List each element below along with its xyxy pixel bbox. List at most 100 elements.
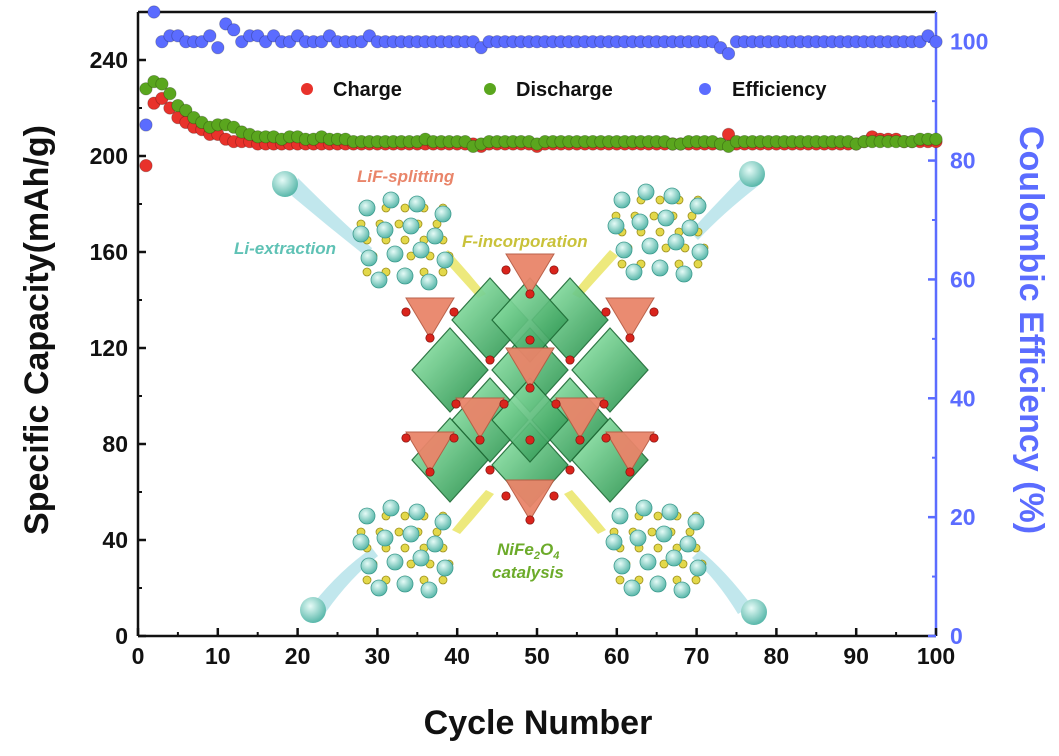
li-atom bbox=[611, 507, 629, 525]
li-atom bbox=[420, 581, 438, 599]
li-atom bbox=[360, 249, 378, 267]
f-atom bbox=[655, 195, 665, 205]
li-atom bbox=[689, 559, 707, 577]
data-points bbox=[139, 5, 943, 173]
oxygen-atom bbox=[525, 435, 535, 445]
li-atom bbox=[673, 581, 691, 599]
f-atom bbox=[661, 243, 671, 253]
y2-tick-label: 60 bbox=[950, 266, 976, 292]
structure-illustration bbox=[272, 161, 767, 625]
series-efficiency bbox=[139, 5, 943, 132]
oxygen-atom bbox=[449, 433, 459, 443]
tetrahedron bbox=[605, 431, 655, 473]
oxygen-atom bbox=[401, 433, 411, 443]
li-atom bbox=[436, 251, 454, 269]
point-efficiency bbox=[929, 35, 943, 49]
oxygen-atom bbox=[525, 383, 535, 393]
li-atom bbox=[637, 183, 655, 201]
oxygen-atom bbox=[425, 467, 435, 477]
y-tick-label: 240 bbox=[90, 47, 128, 73]
li-atom bbox=[657, 209, 675, 227]
li-atom bbox=[382, 191, 400, 209]
li-atom bbox=[629, 529, 647, 547]
li-atom bbox=[436, 559, 454, 577]
point-efficiency bbox=[211, 41, 225, 55]
x-tick-label: 0 bbox=[132, 643, 145, 669]
y-tick-label: 160 bbox=[90, 239, 128, 265]
li-trail-top-right bbox=[690, 174, 758, 240]
oxygen-atom bbox=[475, 435, 485, 445]
point-efficiency bbox=[147, 5, 161, 19]
legend-label-discharge: Discharge bbox=[516, 79, 613, 101]
y2-tick-label: 20 bbox=[950, 504, 976, 530]
point-discharge bbox=[155, 77, 169, 91]
label-li-extraction: Li-extraction bbox=[234, 239, 336, 258]
li-ion-top-right bbox=[739, 161, 765, 187]
point-efficiency bbox=[203, 29, 217, 43]
li-atom bbox=[370, 271, 388, 289]
f-atom bbox=[653, 543, 663, 553]
f-atom bbox=[649, 211, 659, 221]
arrow-top-right bbox=[572, 250, 618, 298]
li-atom bbox=[655, 525, 673, 543]
y2-tick-label: 100 bbox=[950, 29, 988, 55]
li-atom bbox=[661, 503, 679, 521]
li-atom bbox=[679, 535, 697, 553]
li-trail-top-left bbox=[292, 178, 372, 258]
oxygen-atom bbox=[449, 307, 459, 317]
li-atom bbox=[605, 533, 623, 551]
li-atom bbox=[651, 259, 669, 277]
x-tick-label: 20 bbox=[285, 643, 311, 669]
li-atom bbox=[635, 499, 653, 517]
li-atom bbox=[402, 525, 420, 543]
li-atom bbox=[370, 579, 388, 597]
li-atom bbox=[360, 557, 378, 575]
f-atom bbox=[400, 511, 410, 521]
catalyst-formula-sub1: 2 bbox=[533, 550, 540, 562]
point-discharge bbox=[179, 103, 193, 118]
f-atom bbox=[406, 251, 416, 261]
series-discharge bbox=[139, 75, 943, 153]
li-atom bbox=[434, 513, 452, 531]
oxygen-atom bbox=[525, 335, 535, 345]
legend-marker-charge bbox=[301, 83, 313, 95]
catalyst-formula-base: NiFe bbox=[497, 540, 534, 559]
point-discharge bbox=[929, 132, 943, 146]
f-atom bbox=[659, 559, 669, 569]
li-atom bbox=[663, 187, 681, 205]
oxygen-atom bbox=[425, 333, 435, 343]
y-tick-label: 200 bbox=[90, 143, 128, 169]
oxygen-atom bbox=[549, 491, 559, 501]
li-atom bbox=[434, 205, 452, 223]
li-atom bbox=[408, 503, 426, 521]
oxygen-atom bbox=[625, 467, 635, 477]
li-atom bbox=[386, 553, 404, 571]
x-tick-label: 50 bbox=[524, 643, 550, 669]
cluster-top-right bbox=[607, 183, 709, 283]
point-efficiency bbox=[139, 118, 153, 132]
y2-tick-label: 80 bbox=[950, 148, 976, 174]
li-ion-bottom-left bbox=[300, 597, 326, 623]
tetrahedron bbox=[455, 397, 505, 439]
f-atom bbox=[653, 511, 663, 521]
y2-tick-label: 0 bbox=[950, 623, 963, 649]
x-axis-title: Cycle Number bbox=[424, 704, 653, 742]
legend-marker-discharge bbox=[484, 83, 496, 95]
li-atom bbox=[631, 213, 649, 231]
li-atom bbox=[358, 199, 376, 217]
li-atom bbox=[649, 575, 667, 593]
oxygen-atom bbox=[601, 307, 611, 317]
li-atom bbox=[613, 191, 631, 209]
cluster-top-left bbox=[352, 191, 454, 291]
oxygen-atom bbox=[649, 433, 659, 443]
f-atom bbox=[400, 203, 410, 213]
li-atom bbox=[396, 267, 414, 285]
li-atom bbox=[691, 243, 709, 261]
x-tick-label: 90 bbox=[843, 643, 869, 669]
oxygen-atom bbox=[525, 515, 535, 525]
f-atom bbox=[394, 219, 404, 229]
legend-label-charge: Charge bbox=[333, 79, 402, 101]
y-tick-label: 80 bbox=[102, 431, 128, 457]
arrow-bottom-right bbox=[564, 490, 606, 534]
